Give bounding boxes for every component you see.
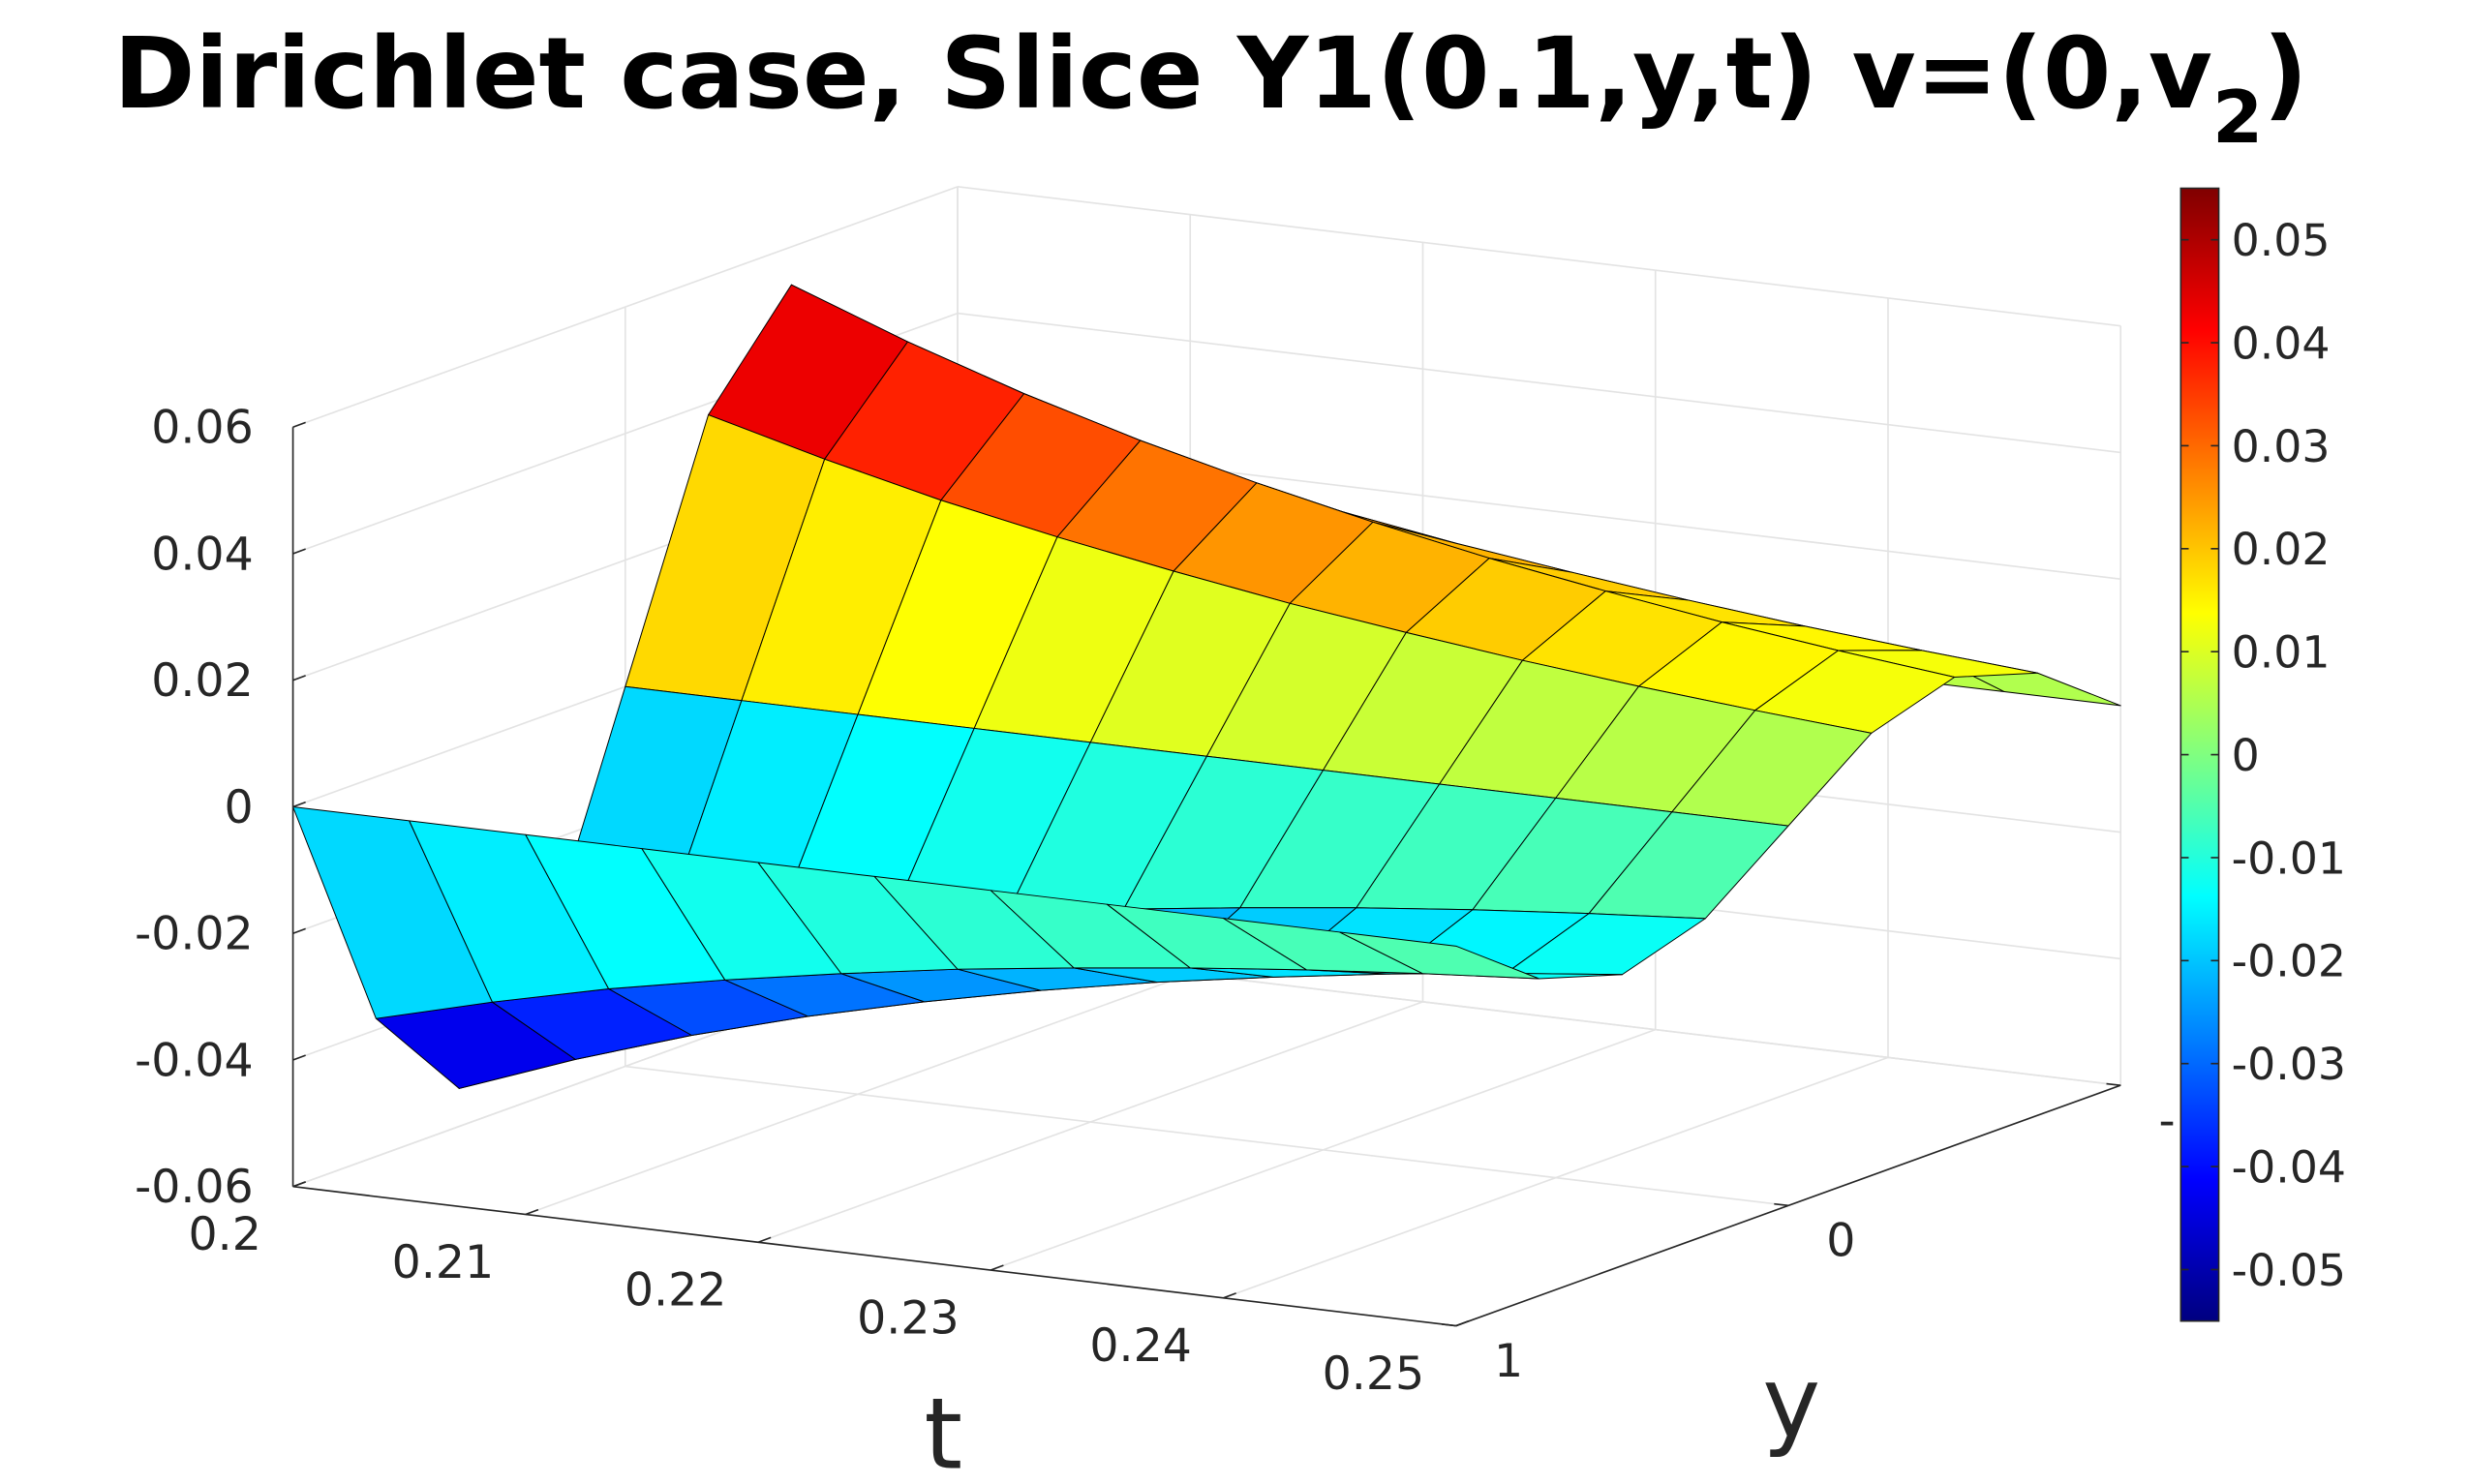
colorbar-tick-label: -0.05 bbox=[2232, 1245, 2346, 1296]
x-tick bbox=[757, 1236, 772, 1244]
x-axis bbox=[292, 1185, 1456, 1327]
y-tick bbox=[1442, 1323, 1456, 1327]
colorbar-tick-label: 0.01 bbox=[2232, 627, 2331, 679]
colorbar-tick-label: 0 bbox=[2232, 730, 2260, 781]
x-tick bbox=[1223, 1292, 1236, 1299]
z-tick-label: 0.04 bbox=[151, 528, 253, 581]
y-axis-label: y bbox=[1762, 1346, 1820, 1460]
z-tick bbox=[292, 421, 306, 429]
z-tick-label: 0.02 bbox=[151, 654, 253, 708]
colorbar-tick-label: -0.01 bbox=[2232, 833, 2346, 884]
z-tick-label: 0.06 bbox=[151, 402, 253, 455]
title-end: ) bbox=[2263, 16, 2307, 131]
x-tick-label: 0.21 bbox=[392, 1236, 494, 1289]
grid-line bbox=[625, 1065, 1789, 1207]
colorbar-tick-label: -0.04 bbox=[2232, 1141, 2346, 1193]
z-tick bbox=[292, 801, 306, 808]
z-tick-label: -0.04 bbox=[135, 1034, 254, 1087]
z-tick bbox=[292, 927, 306, 935]
title-subscript: 2 bbox=[2212, 75, 2263, 160]
x-tick-label: 0.25 bbox=[1323, 1348, 1424, 1401]
grid-line bbox=[292, 186, 959, 429]
y-tick bbox=[2106, 1082, 2121, 1086]
grid-line bbox=[957, 312, 2121, 454]
chart-title: Dirichlet case, Slice Y1(0.1,y,t) v=(0,v… bbox=[113, 16, 2307, 160]
title-main: Dirichlet case, Slice Y1(0.1,y,t) v=(0,v bbox=[113, 16, 2212, 131]
surface-patch bbox=[1339, 931, 1540, 980]
y-tick-label: 0 bbox=[1826, 1215, 1855, 1268]
colorbar-tick-label: 0.05 bbox=[2232, 215, 2331, 266]
colorbar-tick-label: 0.03 bbox=[2232, 421, 2331, 472]
z-tick-label: -0.06 bbox=[135, 1161, 254, 1214]
colorbar-tick-label: 0.04 bbox=[2232, 318, 2331, 369]
grid-line bbox=[957, 186, 2121, 327]
x-tick-label: 0.24 bbox=[1089, 1319, 1191, 1373]
x-tick-label: 0.23 bbox=[857, 1291, 959, 1345]
z-tick bbox=[292, 1054, 306, 1061]
y-tick bbox=[1774, 1202, 1789, 1207]
colorbar-tick-label: 0.02 bbox=[2232, 524, 2331, 575]
x-tick bbox=[991, 1264, 1004, 1271]
x-axis-label: t bbox=[924, 1378, 962, 1484]
z-tick bbox=[292, 548, 306, 555]
colorbar: -0.05 -0.04 -0.03 -0.02 -0.01 0 0.01 0.02 0.03 0.… bbox=[2179, 187, 2346, 1322]
x-tick bbox=[1455, 1319, 1470, 1327]
z-tick-label: 0 bbox=[225, 781, 254, 834]
z-tick bbox=[292, 675, 306, 681]
x-tick bbox=[525, 1208, 539, 1216]
y-tick-label: 1 bbox=[1494, 1335, 1523, 1388]
colorbar-tick-label: -0.02 bbox=[2232, 936, 2346, 987]
colorbar-tick-label: -0.03 bbox=[2232, 1039, 2346, 1090]
surface bbox=[292, 284, 2121, 1089]
x-tick-label: 0.2 bbox=[189, 1208, 261, 1261]
x-tick-label: 0.22 bbox=[625, 1264, 726, 1317]
x-tick bbox=[292, 1181, 306, 1188]
z-tick-label: -0.02 bbox=[135, 908, 254, 961]
